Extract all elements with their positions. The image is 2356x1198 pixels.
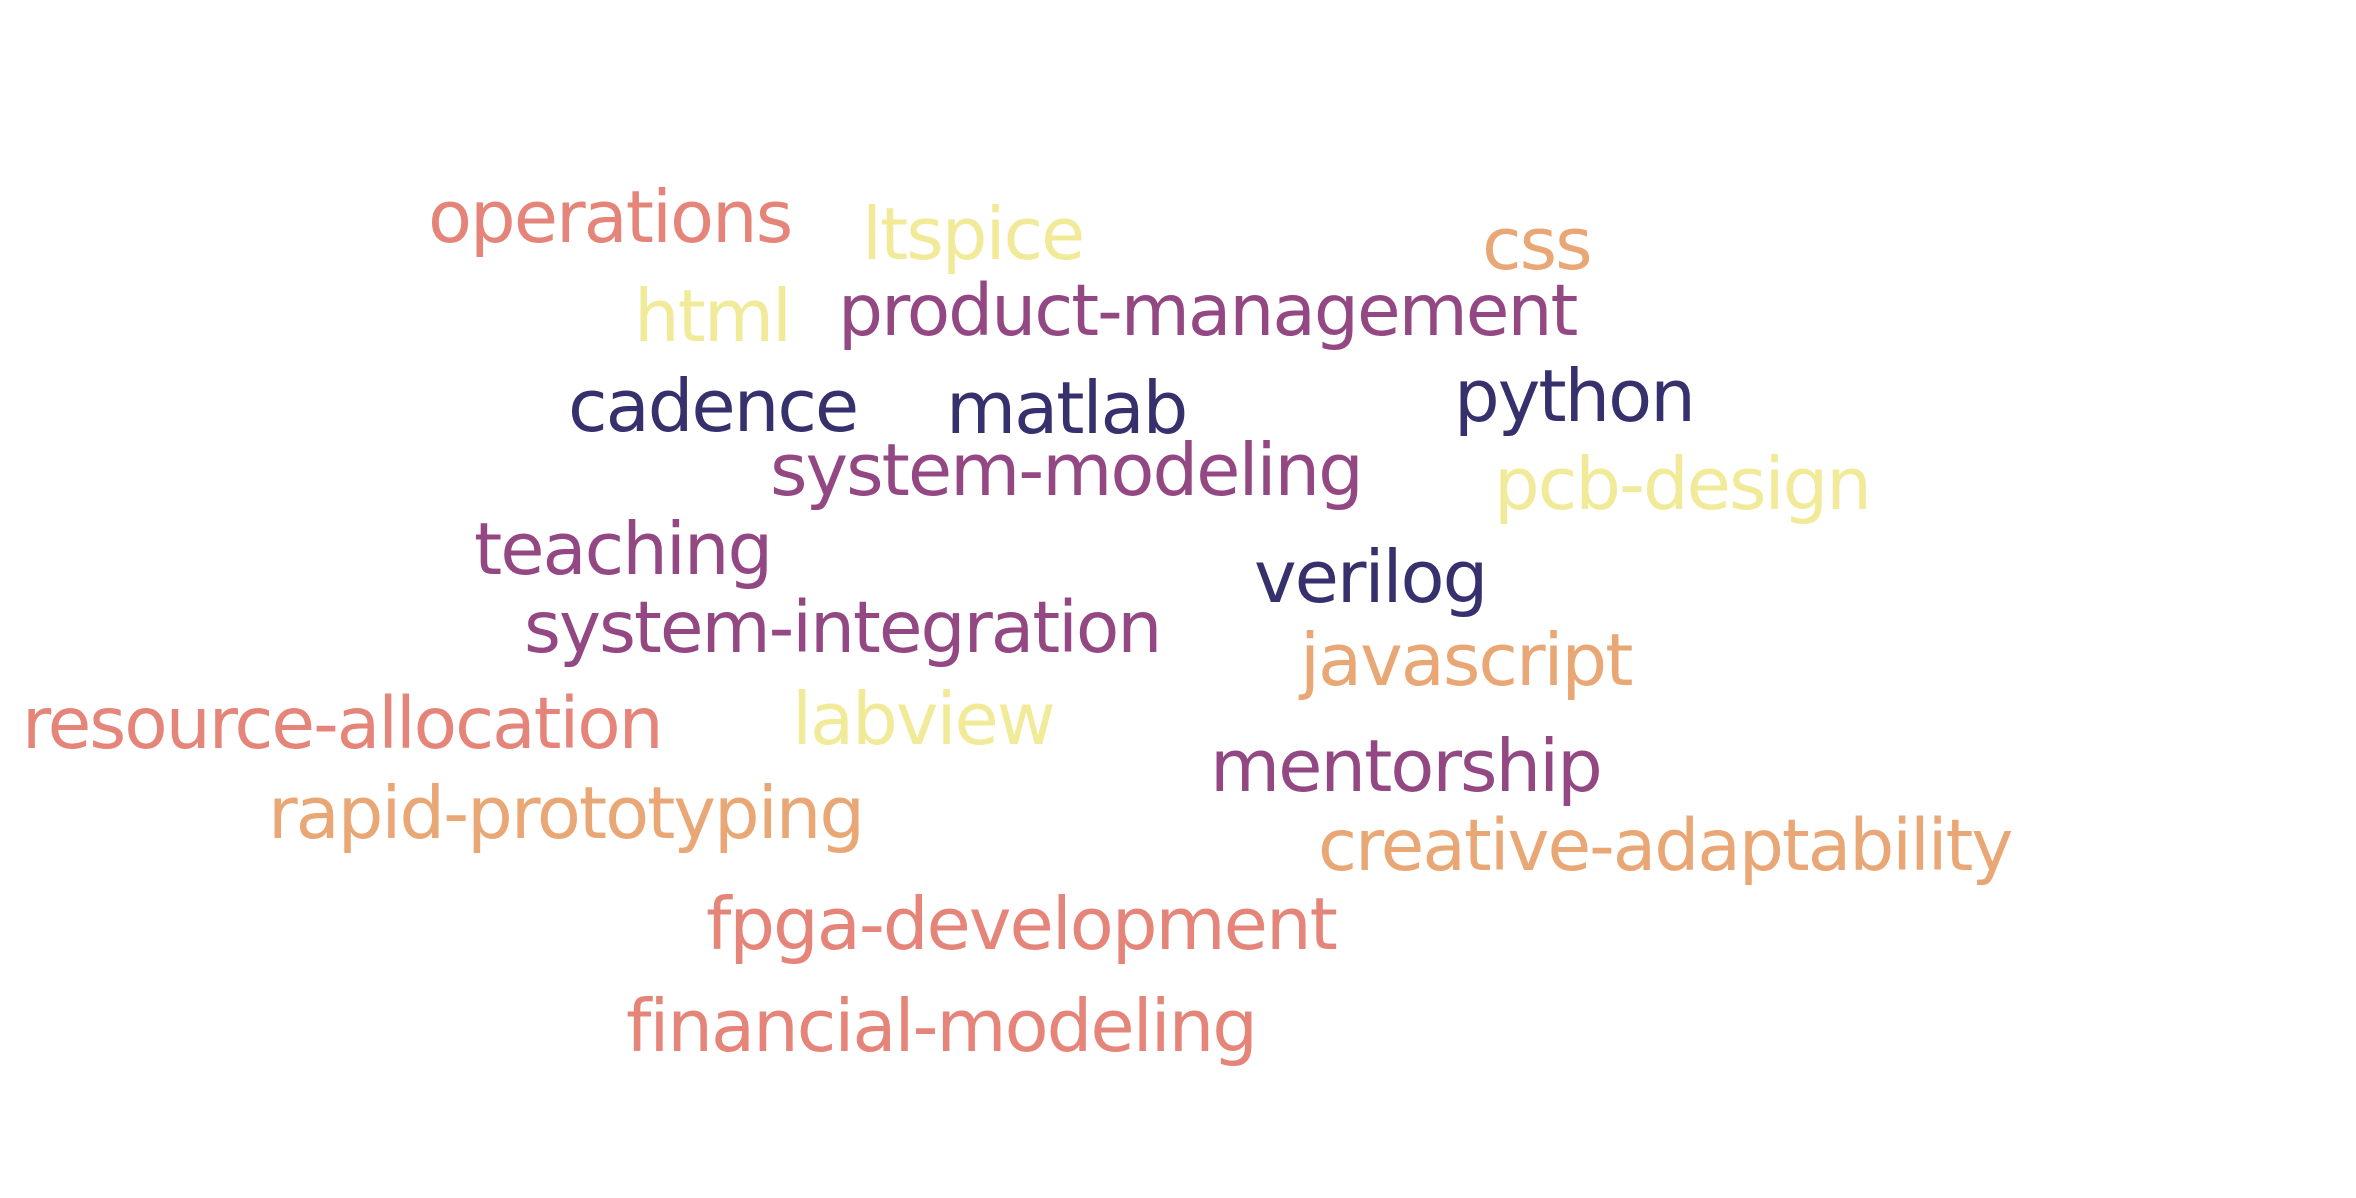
word-resource-allocation: resource-allocation: [22, 682, 664, 765]
word-verilog: verilog: [1254, 535, 1488, 619]
word-operations: operations: [428, 175, 793, 259]
word-creative-adaptability: creative-adaptability: [1318, 804, 2013, 887]
word-matlab: matlab: [946, 366, 1188, 450]
word-rapid-prototyping: rapid-prototyping: [268, 771, 865, 855]
word-javascript: javascript: [1300, 618, 1633, 702]
word-css: css: [1482, 202, 1593, 286]
word-system-integration: system-integration: [524, 586, 1162, 669]
word-fpga-development: fpga-development: [706, 882, 1338, 966]
word-product-management: product-management: [838, 269, 1578, 352]
word-pcb-design: pcb-design: [1494, 442, 1872, 526]
word-system-modeling: system-modeling: [770, 428, 1364, 512]
word-python: python: [1454, 354, 1696, 438]
word-cadence: cadence: [568, 364, 859, 448]
word-financial-modeling: financial-modeling: [626, 984, 1258, 1068]
word-html: html: [634, 274, 792, 358]
word-mentorship: mentorship: [1210, 724, 1603, 808]
word-teaching: teaching: [474, 507, 773, 591]
word-ltspice: ltspice: [862, 192, 1085, 276]
word-labview: labview: [792, 677, 1056, 761]
